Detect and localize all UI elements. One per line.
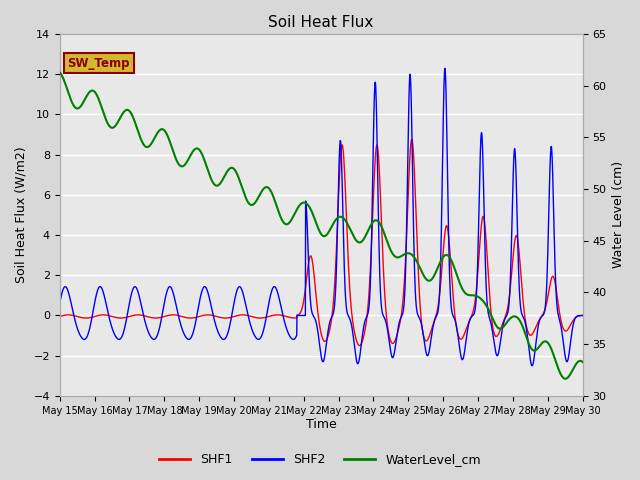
Text: SW_Temp: SW_Temp: [68, 57, 130, 70]
Y-axis label: Soil Heat Flux (W/m2): Soil Heat Flux (W/m2): [15, 146, 28, 283]
Legend: SHF1, SHF2, WaterLevel_cm: SHF1, SHF2, WaterLevel_cm: [154, 448, 486, 471]
Y-axis label: Water Level (cm): Water Level (cm): [612, 161, 625, 268]
X-axis label: Time: Time: [306, 419, 337, 432]
Title: Soil Heat Flux: Soil Heat Flux: [269, 15, 374, 30]
